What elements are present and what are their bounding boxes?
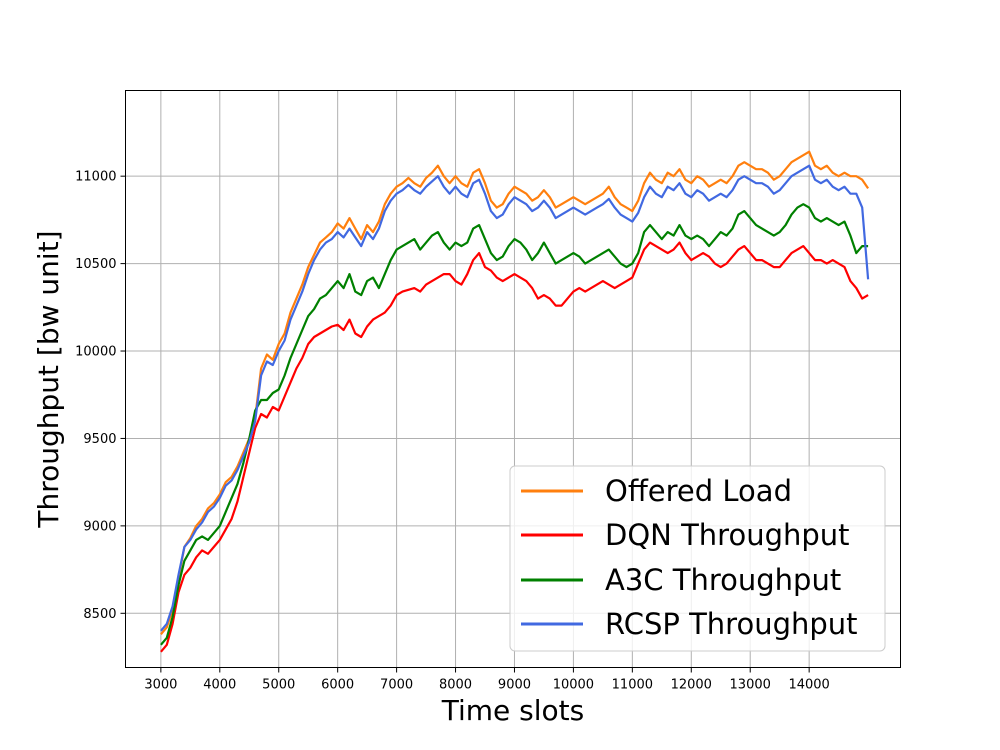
x-axis-label: Time slots xyxy=(441,694,585,727)
plot-area-frame xyxy=(125,90,901,668)
y-axis-ticks: 8500 9000 9500 10000 10500 11000 xyxy=(75,170,126,622)
y-tick-label: 10500 xyxy=(75,257,116,272)
y-tick-label: 8500 xyxy=(83,607,116,622)
legend-entry-a3c-throughput: A3C Throughput xyxy=(605,563,841,597)
y-tick-label: 9000 xyxy=(83,519,116,534)
series-line-dqn-throughput xyxy=(160,241,869,653)
y-tick-label: 9500 xyxy=(83,432,116,447)
series-line-rcsp-throughput xyxy=(160,164,870,632)
x-tick-label: 5000 xyxy=(262,678,295,693)
series-line-offered-load xyxy=(160,150,870,636)
legend-box xyxy=(509,465,886,652)
y-tick-label: 10000 xyxy=(75,345,116,360)
x-tick-label: 13000 xyxy=(730,678,771,693)
x-axis-ticks: 3000 4000 5000 6000 7000 8000 9000 10000 11000 12… xyxy=(144,667,830,693)
x-tick-label: 6000 xyxy=(321,678,354,693)
legend-entry-rcsp-throughput: RCSP Throughput xyxy=(605,607,858,641)
x-tick-label: 8000 xyxy=(439,678,472,693)
series-group xyxy=(160,150,870,653)
x-tick-label: 11000 xyxy=(612,678,653,693)
x-tick-label: 10000 xyxy=(553,678,594,693)
x-tick-label: 14000 xyxy=(788,678,829,693)
x-tick-label: 3000 xyxy=(144,678,177,693)
y-axis-label: Throughput [bw unit] xyxy=(32,230,65,528)
x-tick-label: 4000 xyxy=(203,678,236,693)
x-tick-label: 7000 xyxy=(380,678,413,693)
legend-entry-dqn-throughput: DQN Throughput xyxy=(605,518,850,552)
x-tick-label: 12000 xyxy=(671,678,712,693)
legend: Offered Load DQN Throughput A3C Throughput… xyxy=(509,465,886,652)
series-line-a3c-throughput xyxy=(160,203,869,646)
x-tick-label: 9000 xyxy=(498,678,531,693)
legend-entry-offered-load: Offered Load xyxy=(605,474,792,508)
y-tick-label: 11000 xyxy=(75,170,116,185)
